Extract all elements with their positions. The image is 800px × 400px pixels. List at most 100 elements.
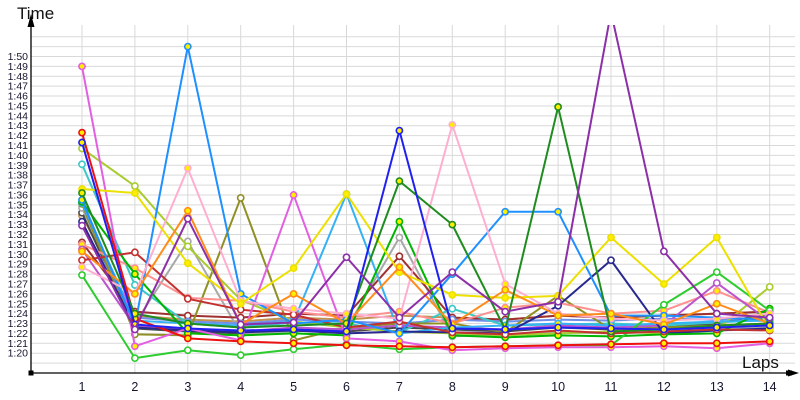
data-point-blue-lap3 [183,324,192,333]
data-point-dodger-blue-lap3 [183,42,192,51]
data-point-red-lap6 [342,341,351,350]
data-point-pink-lap8 [448,120,457,129]
data-point-green-lap7 [395,217,404,226]
data-point-cyan-lap1 [78,160,86,169]
data-point-forest-green-lap1 [78,189,86,197]
y-tick-label: 1:23 [8,318,29,330]
x-tick-label: 2 [131,380,138,394]
data-point-violet-lap2 [130,342,139,351]
data-point-pink-lap1 [78,263,86,272]
data-point-purple-lap4 [236,320,245,329]
data-point-purple-lap3 [183,214,192,223]
axes [27,14,799,377]
data-point-blue-lap7 [395,126,404,135]
data-point-lime-green-lap12 [660,300,668,309]
x-axis-title: Laps [742,353,779,372]
y-axis-arrow-icon [27,14,35,27]
x-tick-label: 4 [237,380,244,394]
data-point-red-lap11 [607,340,615,349]
y-tick-label: 1:36 [8,189,29,201]
data-point-violet-lap1 [78,62,86,71]
data-point-red-lap7 [395,342,404,351]
y-tick-label: 1:26 [8,288,29,300]
data-point-orange-lap9 [501,286,510,294]
x-tick-label: 9 [502,380,509,394]
y-tick-label: 1:47 [8,81,29,93]
data-point-blue-lap12 [660,325,668,334]
data-point-yellow-green-lap3 [183,242,192,251]
data-point-yellow-lap5 [289,264,298,273]
data-point-red-lap4 [236,337,245,346]
data-point-red-lap13 [712,339,721,348]
series-line-yellow [81,188,771,331]
x-tick-label: 6 [343,380,350,394]
data-point-lime-green-lap13 [712,268,721,277]
data-point-purple-lap2 [130,325,139,334]
y-tick-label: 1:35 [8,199,29,211]
origin-square [28,370,34,376]
data-point-yellow-lap11 [607,233,615,242]
y-tick-label: 1:39 [8,160,29,172]
data-point-yellow-green-lap14 [765,283,774,291]
y-tick-label: 1:46 [8,91,29,103]
series-lines [78,25,774,363]
series-line-purple [81,25,771,331]
y-tick-label: 1:29 [8,259,29,271]
x-tick-label: 7 [396,380,403,394]
data-point-yellow-lap4 [236,299,245,308]
data-point-purple-lap5 [289,318,298,327]
data-point-forest-green-lap7 [395,177,404,186]
data-point-purple-lap1 [78,221,86,230]
data-point-dark-red-lap3 [183,294,192,303]
data-point-lime-green-lap1 [78,271,86,279]
data-point-yellow-lap3 [183,259,192,268]
data-point-red-lap1 [78,128,86,137]
data-point-violet-lap5 [289,191,298,199]
y-tick-label: 1:45 [8,100,29,112]
data-point-purple-lap10 [554,297,562,306]
data-point-orange-lap13 [712,299,721,308]
data-point-orange-lap7 [395,263,404,272]
x-tick-label: 10 [551,380,565,394]
data-point-gray-lap7 [395,233,404,242]
data-point-yellow-green-lap2 [130,182,139,190]
data-point-red-lap5 [289,339,298,348]
data-point-blue-lap13 [712,323,721,332]
series-line-dodger-blue [81,45,771,335]
y-tick-label: 1:25 [8,298,29,310]
data-point-lime-green-lap2 [130,354,139,363]
x-tick-label: 5 [290,380,297,394]
data-point-red-lap9 [501,342,510,351]
y-tick-label: 1:41 [8,140,29,152]
y-tick-label: 1:31 [8,239,29,251]
data-point-dodger-blue-lap10 [554,207,562,216]
data-point-lime-green-lap3 [183,346,192,355]
data-point-orange-lap5 [289,289,298,298]
data-point-forest-green-lap8 [448,220,457,229]
series-line-red [81,131,771,349]
y-tick-label: 1:20 [8,348,29,360]
x-tick-label: 12 [657,380,671,394]
x-tick-label: 3 [184,380,191,394]
y-tick-label: 1:28 [8,269,29,281]
y-tick-label: 1:21 [8,338,29,350]
data-point-salmon-lap13 [712,286,721,295]
data-point-yellow-lap2 [130,189,139,197]
data-point-purple-lap9 [501,307,510,316]
series-line-blue [81,129,771,333]
data-point-blue-lap10 [554,323,562,332]
data-point-green-lap2 [130,270,139,278]
y-tick-label: 1:44 [8,110,29,122]
y-tick-label: 1:27 [8,278,29,290]
data-point-yellow-lap13 [712,233,721,242]
data-point-orange-lap3 [183,206,192,215]
data-point-yellow-lap12 [660,280,668,288]
y-tick-label: 1:30 [8,249,29,261]
data-point-blue-lap6 [342,327,351,336]
data-point-maroon-lap7 [395,252,404,261]
data-point-violet-lap6 [342,334,351,343]
data-point-purple-lap14 [765,313,774,322]
x-tick-label: 1 [79,380,86,394]
data-point-dodger-blue-lap7 [395,329,404,338]
